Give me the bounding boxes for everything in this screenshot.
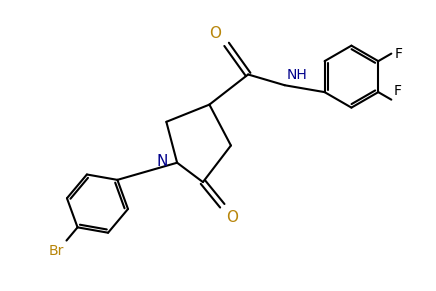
Text: Br: Br [49, 244, 65, 258]
Text: O: O [226, 210, 238, 225]
Text: F: F [393, 84, 402, 97]
Text: O: O [209, 26, 221, 41]
Text: NH: NH [287, 68, 308, 82]
Text: N: N [156, 154, 167, 169]
Text: F: F [395, 47, 403, 61]
